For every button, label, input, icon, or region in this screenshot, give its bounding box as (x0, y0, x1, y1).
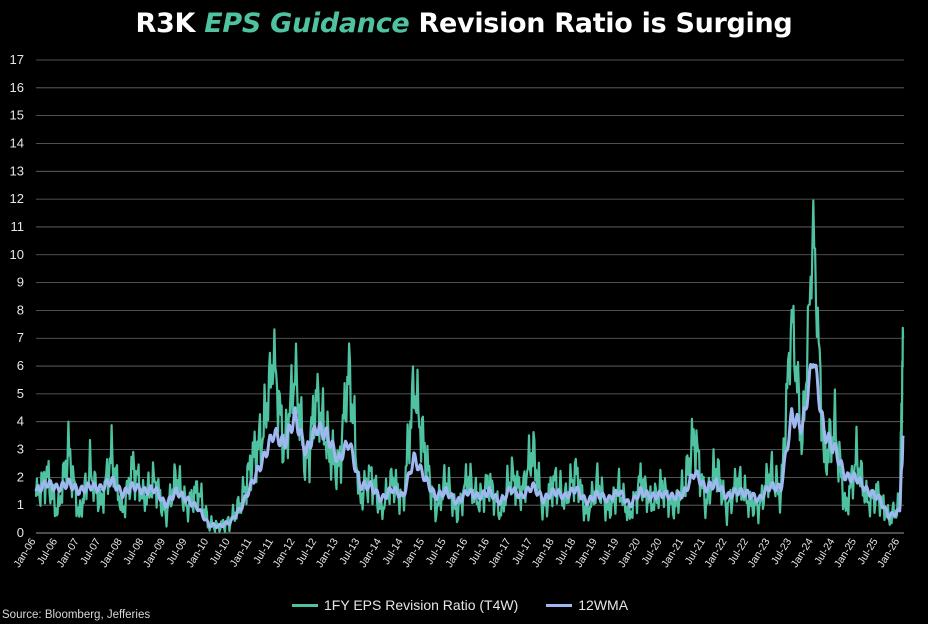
legend-swatch-raw (292, 603, 318, 607)
x-tick-label: Jan-14 (357, 536, 384, 570)
x-tick-label: Jan-18 (530, 536, 557, 570)
title-prefix: R3K (135, 8, 205, 39)
x-tick-label: Jan-20 (616, 536, 643, 570)
x-tick-label: Jan-25 (832, 536, 859, 570)
x-tick-label: Jan-24 (789, 536, 816, 570)
y-tick-label: 17 (10, 52, 24, 67)
grid-lines (36, 59, 904, 534)
y-tick-label: 5 (17, 386, 24, 401)
legend-item-raw: 1FY EPS Revision Ratio (T4W) (292, 597, 518, 613)
x-tick-label: Jan-22 (702, 536, 729, 570)
x-tick-label: Jan-08 (98, 536, 125, 570)
series-line-12wma (34, 363, 905, 529)
y-tick-label: 16 (10, 80, 24, 95)
x-tick-label: Jan-09 (141, 536, 168, 570)
title-accent: EPS Guidance (204, 8, 410, 39)
x-tick-label: Jan-17 (486, 536, 513, 570)
legend-swatch-avg (546, 603, 573, 607)
y-tick-label: 8 (17, 302, 24, 317)
x-tick-label: Jan-19 (573, 536, 600, 570)
y-tick-label: 11 (11, 219, 25, 234)
series-lines (34, 199, 905, 533)
y-tick-label: 12 (10, 191, 24, 206)
y-tick-label: 14 (10, 135, 24, 150)
x-tick-label: Jan-15 (400, 536, 427, 570)
x-tick-label: Jan-16 (443, 536, 470, 570)
x-tick-label: Jan-06 (11, 536, 38, 570)
x-tick-label: Jan-23 (745, 536, 772, 570)
x-tick-label: Jan-07 (55, 536, 82, 570)
x-tick-label: Jan-12 (270, 536, 297, 570)
y-tick-label: 10 (10, 247, 24, 262)
y-tick-label: 15 (10, 108, 24, 123)
x-tick-label: Jan-13 (314, 536, 341, 570)
chart-title: R3K EPS Guidance Revision Ratio is Surgi… (0, 8, 928, 39)
legend-label-avg: 12WMA (578, 597, 629, 613)
legend-label-raw: 1FY EPS Revision Ratio (T4W) (324, 597, 519, 613)
y-tick-label: 0 (17, 525, 24, 540)
y-tick-label: 2 (17, 469, 24, 484)
legend: 1FY EPS Revision Ratio (T4W) 12WMA (292, 597, 656, 613)
y-tick-label: 6 (17, 358, 24, 373)
x-tick-label: Jan-21 (659, 536, 686, 570)
title-suffix: Revision Ratio is Surging (409, 8, 793, 39)
y-tick-label: 13 (10, 163, 24, 178)
source-note: Source: Bloomberg, Jefferies (2, 609, 151, 621)
x-tick-label: Jan-26 (875, 536, 902, 570)
x-axis-ticks: Jan-06Jul-06Jan-07Jul-07Jan-08Jul-08Jan-… (11, 536, 902, 570)
y-tick-label: 7 (17, 330, 24, 345)
y-tick-label: 3 (17, 442, 24, 457)
x-tick-label: Jan-11 (228, 536, 255, 569)
y-tick-label: 4 (17, 414, 24, 429)
x-tick-label: Jan-10 (184, 536, 211, 570)
legend-item-avg: 12WMA (546, 597, 628, 613)
y-tick-label: 1 (17, 497, 24, 512)
y-tick-label: 9 (17, 275, 24, 290)
